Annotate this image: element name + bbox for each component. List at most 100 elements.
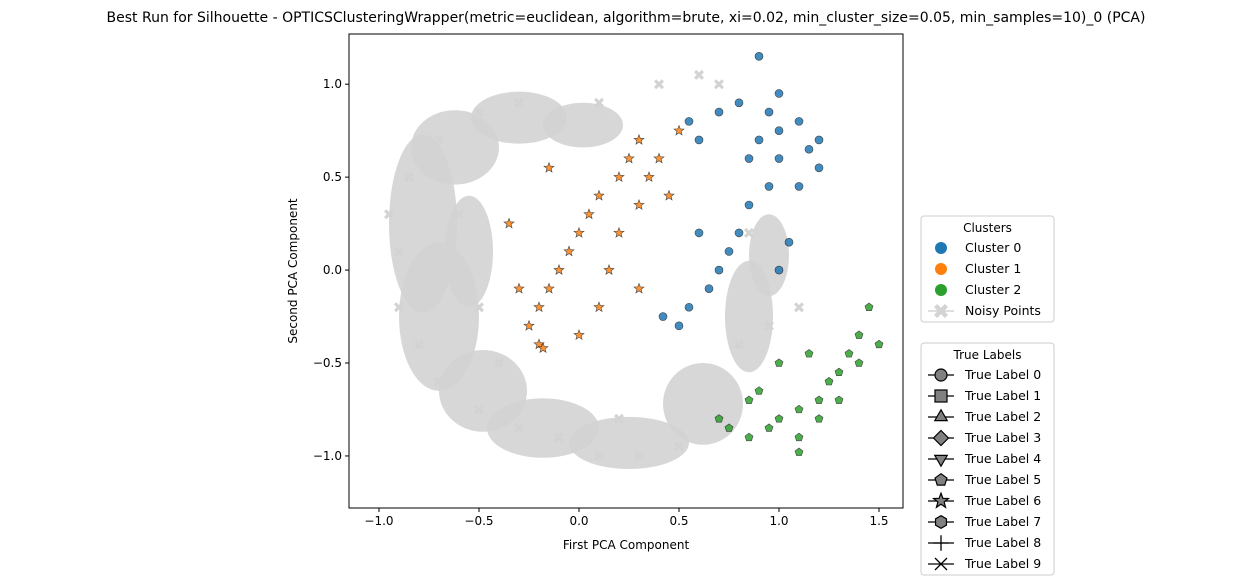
cluster-1-point — [583, 208, 595, 220]
cluster-0-point — [784, 237, 794, 247]
legend-label: True Label 4 — [964, 451, 1041, 466]
cluster-1-point — [673, 124, 685, 136]
legend-entry: True Label 6 — [928, 491, 1041, 509]
cluster-2-point — [814, 414, 824, 423]
x-tick-label: 1.0 — [769, 514, 788, 528]
y-tick-label: 0.5 — [323, 170, 342, 184]
legend-marker — [934, 304, 948, 318]
y-tick-label: 0.0 — [323, 263, 342, 277]
cluster-0-point — [658, 312, 668, 321]
cluster-1-point — [613, 171, 625, 183]
legend-entry: True Label 1 — [928, 388, 1041, 403]
legend-title: Clusters — [963, 221, 1012, 235]
cluster-2-point — [714, 414, 724, 423]
noise-region — [389, 91, 789, 469]
cluster-1-point — [503, 217, 515, 229]
cluster-0-point — [764, 107, 774, 117]
legend-marker — [934, 557, 948, 571]
cluster-0-point — [714, 107, 724, 117]
legend-label: True Label 3 — [964, 430, 1041, 445]
cluster-0-point — [694, 135, 704, 145]
cluster-0-point — [684, 302, 694, 312]
legend-label: Cluster 0 — [965, 240, 1021, 255]
legend-marker — [934, 389, 948, 403]
legend-entry: True Label 7 — [928, 514, 1041, 529]
legend-marker — [933, 408, 949, 422]
cluster-0-point — [764, 182, 774, 191]
cluster-1-point — [613, 226, 625, 238]
legend-label: Noisy Points — [965, 303, 1041, 318]
cluster-0-point — [814, 163, 824, 173]
legend-entry: True Label 9 — [928, 556, 1041, 571]
legend-marker — [935, 284, 947, 296]
cluster-0-point — [684, 117, 694, 126]
noisy-points-point — [384, 209, 394, 220]
noisy-points-point — [434, 134, 444, 145]
cluster-2-point — [724, 423, 734, 432]
noise-blob — [471, 91, 567, 144]
cluster-1-point — [533, 301, 545, 313]
legend-clusters: Clusters Cluster 0 Cluster 1 Cluster 2 Noisy… — [920, 215, 1055, 323]
cluster-0-point — [814, 135, 824, 145]
legend-entry: Cluster 0 — [935, 240, 1021, 255]
cluster-0-point — [794, 117, 804, 126]
cluster-2-point — [764, 423, 774, 432]
cluster-2-point — [844, 349, 854, 358]
cluster-1-point — [573, 226, 585, 238]
cluster-2-point — [794, 432, 804, 442]
legend-entry: Noisy Points — [928, 303, 1041, 318]
noisy-points-point — [754, 265, 764, 276]
chart-title: Best Run for Silhouette - OPTICSClusteri… — [107, 10, 1146, 26]
noisy-points-point — [554, 432, 564, 443]
noise-blob — [663, 363, 743, 445]
plot-frame — [348, 33, 904, 509]
legend-label: True Label 7 — [964, 514, 1041, 529]
noisy-points-point — [744, 227, 754, 238]
legend-marker — [933, 535, 949, 551]
cluster-1-point — [513, 282, 525, 294]
cluster-0-point — [744, 154, 754, 163]
y-tick-label: 1.0 — [323, 77, 342, 91]
legend-entry: Cluster 2 — [935, 282, 1021, 297]
cluster-0-point — [774, 265, 784, 275]
legend-label: True Label 5 — [964, 472, 1041, 487]
noisy-points-point — [674, 441, 684, 452]
cluster-0-point — [694, 228, 704, 238]
legend-marker — [934, 368, 948, 382]
cluster-1-point — [593, 189, 605, 201]
cluster-1-point — [523, 319, 535, 331]
legend-entry: True Label 8 — [928, 535, 1041, 551]
noise-blob — [749, 214, 789, 297]
cluster-1-point — [633, 133, 645, 145]
cluster-0-point — [734, 228, 744, 238]
legend-entry: True Label 2 — [928, 408, 1041, 424]
cluster-0-point — [774, 126, 784, 135]
cluster-1-point — [573, 329, 585, 341]
legend-marker — [932, 429, 950, 447]
data-points — [384, 52, 884, 461]
legend-frame — [920, 215, 1055, 323]
noisy-points-point — [794, 302, 804, 313]
noisy-points-point — [714, 79, 724, 90]
x-tick-label: 1.5 — [869, 514, 888, 528]
legend-marker — [935, 242, 947, 254]
legend-entry: True Label 5 — [928, 472, 1041, 487]
legend-marker — [935, 263, 947, 275]
cluster-0-point — [794, 182, 804, 191]
noisy-points-point — [394, 246, 404, 257]
noisy-points-point — [494, 358, 504, 369]
legend-frame — [920, 342, 1055, 576]
x-tick-label: 0.0 — [569, 514, 588, 528]
cluster-2-point — [794, 404, 804, 414]
legend-label: True Label 2 — [964, 409, 1041, 424]
noisy-points-point — [394, 302, 404, 313]
cluster-1-point — [633, 198, 645, 210]
noisy-points-point — [594, 450, 604, 461]
noisy-points-point — [734, 339, 744, 350]
cluster-1-point — [633, 282, 645, 294]
cluster-1-point — [537, 342, 549, 354]
y-tick-label: −0.5 — [313, 356, 342, 370]
cluster-1-point — [623, 152, 635, 164]
cluster-0-point — [704, 284, 714, 293]
legend-label: True Label 1 — [964, 388, 1041, 403]
